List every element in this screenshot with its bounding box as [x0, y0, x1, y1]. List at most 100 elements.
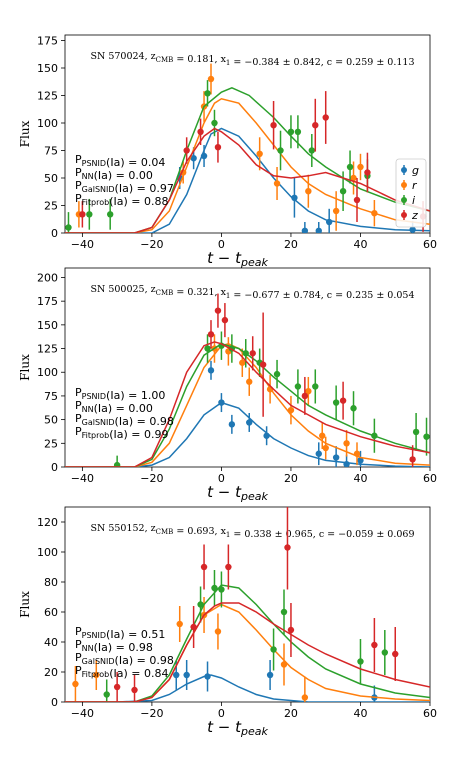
probability-annotation: PPSNID(Ia) = 0.51 — [75, 625, 165, 641]
data-point-g — [190, 155, 197, 162]
y-tick-label: 25 — [44, 437, 58, 450]
x-tick-label: 60 — [423, 472, 437, 485]
data-point-r — [72, 680, 79, 688]
data-point-z — [214, 144, 222, 151]
data-point-g — [301, 227, 309, 233]
x-tick-label: −20 — [140, 707, 163, 720]
axes-frame — [64, 267, 431, 468]
data-point-r — [280, 661, 288, 668]
data-point-i — [218, 586, 225, 593]
data-point-i — [211, 119, 218, 127]
data-point-r — [273, 180, 281, 187]
data-point-i — [113, 461, 121, 467]
data-point-i — [197, 601, 204, 608]
data-point-i — [273, 370, 281, 378]
fit-curve-g — [65, 127, 430, 233]
data-point-r — [93, 671, 100, 679]
data-point-g — [246, 419, 253, 426]
y-tick-label: 120 — [37, 516, 58, 529]
data-point-i — [204, 345, 211, 352]
data-point-g — [263, 432, 270, 439]
data-point-z — [113, 683, 121, 691]
probability-annotation: PGalSNID(Ia) = 0.98 — [75, 412, 174, 428]
y-tick-label: 75 — [44, 145, 58, 158]
fit-curve-z — [65, 341, 430, 467]
data-point-z — [270, 122, 277, 129]
data-point-i — [106, 211, 114, 218]
probability-annotation: PFitprob(Ia) = 0.84 — [75, 664, 168, 680]
y-axis-label: Flux — [18, 591, 32, 618]
data-point-i — [65, 224, 72, 231]
y-tick-label: 100 — [37, 366, 58, 379]
data-point-z — [392, 650, 399, 658]
data-point-i — [294, 128, 302, 135]
x-tick-label: 40 — [353, 238, 367, 251]
x-tick-label: 0 — [218, 707, 225, 720]
y-tick-label: 150 — [37, 62, 58, 75]
data-point-z — [214, 307, 222, 314]
chart-title: SN 550152, zCMB = 0.693, x1 = 0.338 ± 0.… — [91, 523, 415, 540]
fit-curve-g — [65, 674, 430, 702]
y-tick-label: 40 — [44, 636, 58, 649]
data-point-z — [197, 128, 204, 135]
y-tick-label: 50 — [44, 414, 58, 427]
panel-3: −40 −20 0 20 40 60 0 20 40 60 80 100 120 Flux t − tpea… — [18, 506, 437, 738]
data-point-g — [332, 454, 340, 461]
data-point-g — [183, 671, 190, 679]
data-point-i — [381, 649, 389, 656]
probability-annotation: PPSNID(Ia) = 0.04 — [75, 153, 165, 169]
x-tick-label: −40 — [71, 472, 94, 485]
data-point-z — [221, 316, 229, 324]
data-point-i — [86, 211, 93, 218]
chart-title: SN 570024, zCMB = 0.181, x1 = −0.384 ± 0… — [91, 51, 415, 68]
data-point-r — [332, 207, 340, 215]
data-point-z — [339, 397, 347, 404]
y-tick-label: 50 — [44, 172, 58, 185]
fit-curve-i — [65, 584, 430, 702]
probability-annotation: PNN(Ia) = 0.98 — [75, 638, 153, 654]
data-point-i — [350, 405, 357, 412]
data-point-z — [287, 626, 295, 634]
data-point-r — [256, 150, 263, 157]
legend-label-z: z — [411, 209, 418, 222]
data-point-i — [423, 433, 430, 440]
data-point-z — [79, 211, 86, 218]
x-tick-label: 40 — [353, 707, 367, 720]
y-axis-label: Flux — [18, 120, 32, 147]
data-point-i — [277, 147, 284, 154]
legend-marker-dot-r — [401, 182, 407, 188]
data-point-r — [343, 440, 350, 447]
data-point-z — [364, 169, 371, 176]
data-point-r — [214, 628, 222, 635]
x-axis-label: t − tpeak — [207, 249, 268, 269]
data-point-r — [322, 444, 329, 452]
data-point-z — [249, 350, 256, 357]
data-point-i — [270, 646, 277, 653]
probability-annotation: PFitprob(Ia) = 0.99 — [75, 425, 168, 441]
legend-marker-dot-g — [401, 167, 407, 173]
data-point-r — [176, 620, 183, 628]
data-point-z — [225, 563, 232, 571]
data-point-r — [319, 432, 326, 439]
data-point-z — [259, 361, 267, 368]
x-tick-label: −40 — [71, 707, 94, 720]
data-point-g — [228, 421, 236, 428]
data-point-z — [353, 196, 361, 204]
y-tick-label: 175 — [37, 295, 58, 308]
probability-annotation: PNN(Ia) = 0.00 — [75, 399, 153, 415]
data-point-g — [266, 671, 274, 679]
data-point-i — [280, 608, 288, 616]
y-tick-label: 150 — [37, 319, 58, 332]
data-point-i — [294, 383, 302, 390]
y-tick-label: 0 — [51, 227, 58, 240]
legend-marker-dot-i — [401, 197, 407, 203]
data-point-i — [332, 399, 340, 406]
data-point-r — [287, 406, 295, 414]
data-point-i — [357, 658, 364, 665]
data-point-g — [291, 194, 298, 201]
probability-annotation: PPSNID(Ia) = 1.00 — [75, 386, 165, 402]
data-point-i — [312, 383, 319, 390]
data-point-i — [211, 584, 218, 592]
x-axis-label: t − tpeak — [207, 483, 268, 503]
